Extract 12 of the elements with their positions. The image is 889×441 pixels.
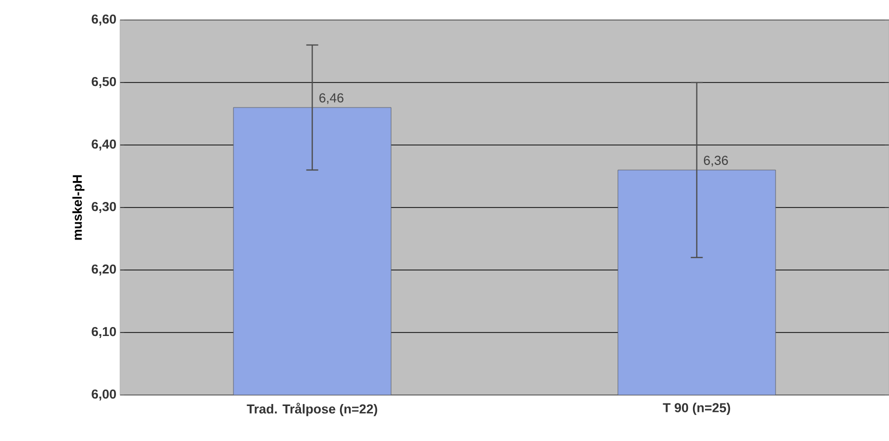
y-tick-label: 6,20 (92, 264, 116, 276)
data-label: 6,46 (319, 93, 344, 104)
y-tick-label: 6,10 (92, 326, 116, 338)
data-label: 6,36 (704, 156, 728, 166)
y-tick-label: 6,30 (92, 202, 116, 214)
y-tick-label: 6,00 (92, 389, 116, 401)
y-tick-label: 6,50 (92, 76, 116, 88)
y-tick-label: 6,60 (92, 14, 116, 26)
y-axis-title: muskel-pH (72, 175, 84, 240)
x-tick-label: Trad. Trålpose (n=22) (246, 402, 378, 416)
x-tick-label: T 90 (n=25) (662, 402, 730, 415)
y-tick-label: 6,40 (92, 139, 116, 151)
